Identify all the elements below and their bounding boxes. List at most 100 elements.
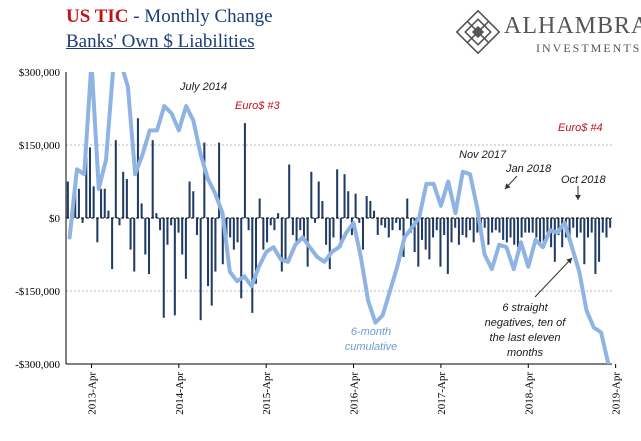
- annotations: July 2014 Euro$ #3 Euro$ #4 Nov 2017 Jan 201…: [179, 81, 607, 359]
- bar-series: [66, 118, 612, 321]
- bar: [232, 218, 235, 250]
- bar: [583, 218, 586, 265]
- x-tick-label: 2015-Apr: [261, 372, 273, 415]
- bar: [365, 196, 368, 218]
- x-tick-labels: 2013-Apr 2014-Apr 2015-Apr 2016-Apr 2017-Apr…: [86, 364, 623, 415]
- bar: [336, 169, 339, 218]
- bar: [85, 157, 88, 218]
- bar: [229, 218, 232, 238]
- bar: [605, 218, 608, 238]
- bar: [192, 191, 195, 218]
- bar: [598, 218, 601, 262]
- bar: [133, 218, 136, 272]
- bar: [395, 218, 398, 223]
- bar: [295, 218, 298, 243]
- bar: [162, 218, 165, 318]
- x-tick-label: 2013-Apr: [86, 372, 98, 415]
- line-series: [67, 72, 611, 364]
- bar: [166, 218, 169, 245]
- bar: [284, 218, 287, 260]
- bar: [188, 181, 191, 218]
- bar: [251, 218, 254, 313]
- y-tick-label: -$300,000: [15, 359, 60, 371]
- bar: [417, 218, 420, 267]
- bar: [380, 218, 383, 226]
- alhambra-tile-icon: [456, 9, 500, 55]
- bar: [77, 188, 80, 218]
- bar: [413, 218, 416, 253]
- y-tick-label: $300,000: [19, 67, 61, 79]
- bar: [398, 218, 401, 231]
- arrow-head: [566, 258, 572, 264]
- bar: [420, 218, 424, 240]
- annotation-label: Jan 2018: [505, 163, 552, 175]
- arrow-head: [505, 183, 511, 189]
- bar: [258, 198, 261, 218]
- annotation-label: the last eleven: [490, 332, 561, 344]
- annotation-label: negatives, ten of: [485, 317, 567, 329]
- bar: [92, 186, 95, 218]
- bar: [262, 218, 265, 250]
- logo-subtitle: INVESTMENTS: [536, 41, 641, 55]
- bar: [317, 181, 320, 218]
- bar: [587, 218, 590, 238]
- title-red-part: US TIC: [66, 6, 129, 27]
- bar: [561, 218, 564, 248]
- bar: [358, 218, 361, 223]
- bar: [328, 218, 331, 270]
- bar: [498, 218, 501, 233]
- y-tick-label: $150,000: [19, 140, 61, 152]
- bar: [184, 218, 187, 279]
- bar: [557, 218, 560, 236]
- bar: [277, 213, 280, 218]
- arrow-head: [575, 195, 581, 200]
- bar: [291, 218, 294, 236]
- bar: [214, 218, 217, 272]
- bar: [443, 218, 446, 236]
- x-tick-label: 2016-Apr: [349, 372, 361, 415]
- bar: [494, 218, 497, 231]
- bar: [299, 218, 302, 231]
- bar: [339, 218, 342, 248]
- x-tick-label: 2017-Apr: [436, 372, 448, 415]
- bar: [594, 218, 597, 274]
- bar: [361, 218, 364, 250]
- bar: [118, 218, 121, 226]
- bar: [243, 123, 246, 218]
- bar: [391, 218, 394, 231]
- annotation-label: July 2014: [179, 81, 227, 93]
- bar: [439, 218, 442, 267]
- bar: [125, 179, 128, 218]
- bar: [406, 198, 409, 218]
- bar: [539, 218, 542, 243]
- alhambra-logo: ALHAMBRA INVESTMENTS: [456, 8, 641, 58]
- bar: [88, 147, 91, 218]
- bar: [203, 142, 206, 218]
- bar: [221, 218, 224, 265]
- x-tick-label: 2014-Apr: [174, 372, 186, 415]
- bar: [254, 218, 258, 284]
- bar: [343, 174, 346, 218]
- bar: [520, 218, 523, 238]
- bar: [535, 218, 538, 238]
- bar: [170, 218, 173, 226]
- bar: [435, 218, 438, 231]
- bar: [590, 218, 593, 233]
- bar: [491, 218, 494, 233]
- annotation-arrow: [534, 257, 573, 298]
- bar: [387, 218, 390, 238]
- y-tick-label: -$150,000: [15, 286, 60, 298]
- bar: [542, 218, 545, 245]
- bar: [546, 218, 549, 233]
- bar: [140, 203, 143, 218]
- bar: [502, 218, 505, 240]
- bar: [107, 210, 110, 218]
- cumulative-line: [67, 72, 611, 364]
- bar: [432, 218, 435, 238]
- axes: [65, 72, 612, 365]
- bar: [373, 210, 376, 218]
- bar: [310, 171, 313, 218]
- bar: [66, 181, 69, 218]
- bar: [302, 218, 305, 240]
- bar: [210, 218, 213, 306]
